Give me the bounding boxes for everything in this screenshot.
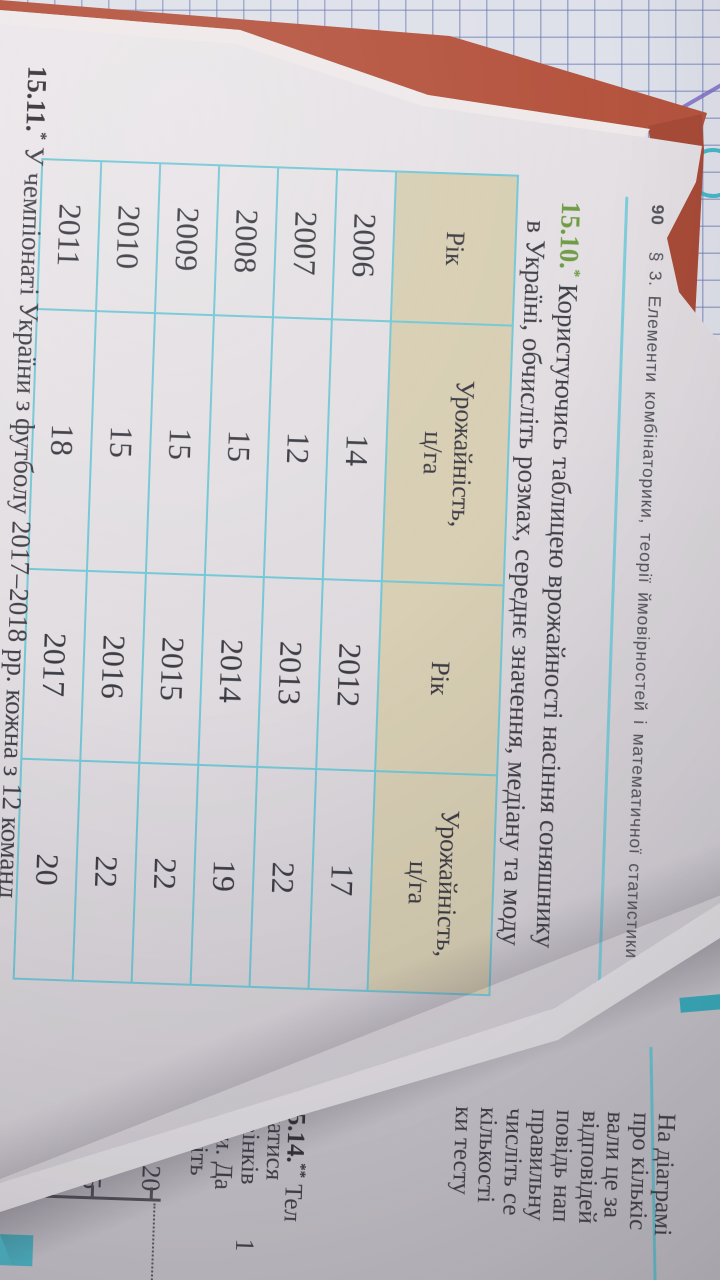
table-cell: 12 xyxy=(263,317,332,580)
table-cell: 15 xyxy=(204,315,273,578)
table-cell: 2015 xyxy=(139,572,205,765)
text-line-fragment: кількості xyxy=(471,1106,503,1204)
table-header-cell: Урожайність, ц/га xyxy=(381,321,513,586)
table-cell: 22 xyxy=(131,762,199,985)
table-cell: 2016 xyxy=(80,570,146,763)
text-line-fragment: про кількіс xyxy=(623,1111,655,1231)
table-cell: 17 xyxy=(308,769,376,991)
text-line-fragment: На діаграмі xyxy=(648,1112,680,1237)
text-line-fragment: числіть се xyxy=(496,1107,528,1216)
table-cell: 2012 xyxy=(316,579,382,772)
running-head-title: § 3. Елементи комбінаторики, теорії ймов… xyxy=(621,251,667,960)
table-cell: 22 xyxy=(249,766,317,989)
text-line-fragment: вали це за xyxy=(598,1111,630,1219)
table-cell: 15 xyxy=(86,311,155,573)
table-cell: 2014 xyxy=(198,575,264,767)
chart-dotted-gridline xyxy=(150,1203,156,1280)
table-cell: 2010 xyxy=(96,161,161,314)
chart-axis-tick-labels: 201510 xyxy=(18,1085,715,1280)
table-cell: 2013 xyxy=(257,577,323,770)
text-line-fragment: ки тесту xyxy=(446,1105,477,1196)
table-cell: 2006 xyxy=(331,169,397,322)
problem-15-14-lines: знатисядзвінківдоби. Дачисліть xyxy=(184,1085,715,1280)
text-line-fragment: правильну xyxy=(522,1108,554,1222)
page-90-content: 90 § 3. Елементи комбінаторики, теорії йм… xyxy=(0,65,670,1110)
table-cell: 2008 xyxy=(213,165,279,318)
running-head: 90 § 3. Елементи комбінаторики, теорії йм… xyxy=(621,204,668,959)
table-cell: 2007 xyxy=(272,167,338,320)
chart-stray-digit: 1 xyxy=(229,1238,260,1253)
table-header-cell: Рік xyxy=(390,171,519,326)
table-cell: 14 xyxy=(322,319,391,582)
table-cell: 22 xyxy=(72,760,140,983)
table-header-cell: Рік xyxy=(375,581,504,776)
table-cell: 19 xyxy=(190,764,258,987)
problem-number: 15.10.* xyxy=(553,201,587,278)
text-line-fragment: повідь нап xyxy=(547,1109,579,1223)
table-cell: 15 xyxy=(145,313,214,576)
yield-table: Рік Урожайність, ц/га Рік Урожайність, ц/га 2… xyxy=(13,158,519,996)
diagram-problem-lines: На діаграмі про кількіс вали це за відповід… xyxy=(447,1085,715,1280)
text-line-fragment: відповідей xyxy=(572,1110,604,1225)
table-cell: 2009 xyxy=(154,163,220,316)
page-number: 90 xyxy=(647,204,669,227)
problem-number: 15.11.* xyxy=(20,65,53,141)
